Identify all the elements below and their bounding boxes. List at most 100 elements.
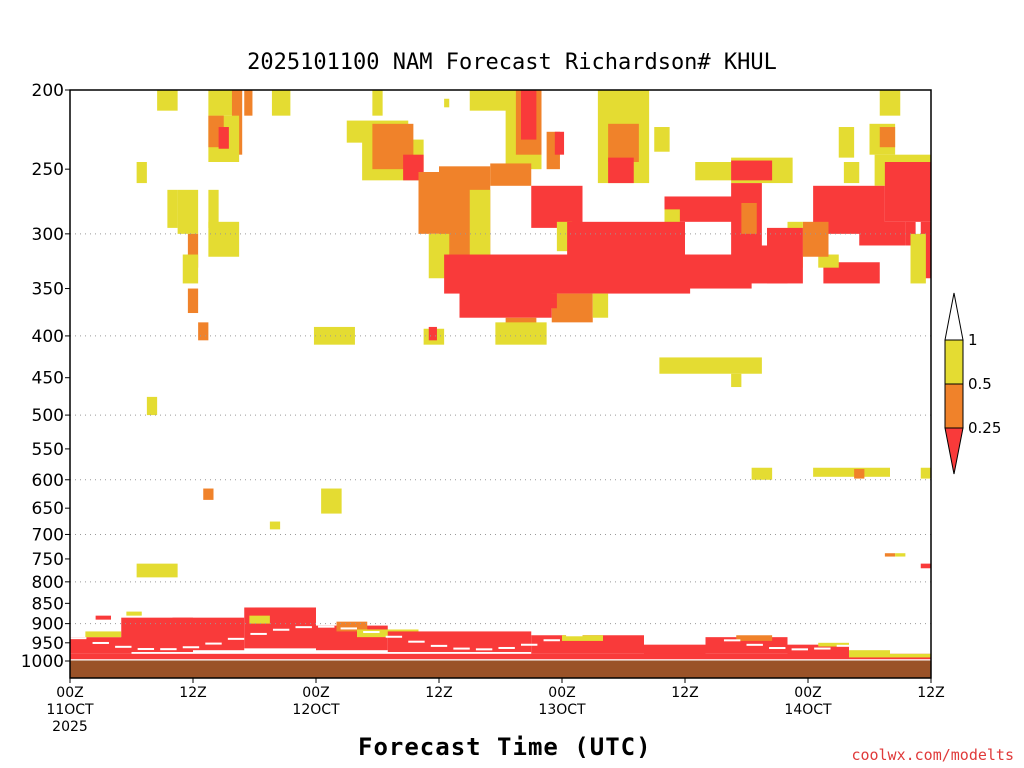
heatmap-cell [904,630,921,633]
heatmap-cell [910,233,926,284]
heatmap-cell [92,641,109,644]
heatmap-cell [791,648,808,651]
heatmap-cell [318,625,335,628]
heatmap-cell [859,221,906,246]
y-tick-label: 950 [32,634,64,654]
heatmap-cell [895,553,906,557]
heatmap-cell [363,631,380,634]
heatmap-cell [418,171,450,234]
heatmap-cell [521,643,538,646]
heatmap-cell [469,189,491,257]
heatmap-cell [695,161,732,181]
heatmap-cell [920,467,931,479]
heatmap-cell [269,521,281,530]
heatmap-cell [551,293,593,323]
heatmap-cell [678,629,696,632]
heatmap-cell [70,653,931,660]
heatmap-cell [387,631,532,653]
y-tick-label: 700 [32,525,64,545]
heatmap-cell [157,90,178,111]
heatmap-cell [187,288,199,314]
legend-label: 0.5 [968,375,992,393]
heatmap-cell [70,637,87,640]
y-tick-label: 900 [32,615,64,635]
legend-label: 1 [968,331,978,349]
heatmap-cell [531,185,583,228]
heatmap-cell [160,648,177,651]
heatmap-cell [321,488,342,514]
site-credit: coolwx.com/modelts [851,746,1014,764]
heatmap-cell [879,90,901,116]
heatmap-cell [890,653,931,658]
y-tick-label: 550 [32,440,64,460]
y-tick-label: 750 [32,550,64,570]
heatmap-cell [187,233,199,268]
plot-frame [69,89,932,679]
heatmap-cell [854,468,865,479]
heatmap-cell [254,607,296,616]
heatmap-cell [813,467,890,477]
heatmap-cell [787,644,849,658]
heatmap-cell [408,640,425,643]
heatmap-cell [543,639,560,642]
x-tick-label: 00Z [302,685,329,701]
heatmap-cell [469,90,516,111]
heatmap-cell [444,254,691,294]
heatmap-cell [271,90,291,116]
heatmap-cell [205,642,222,645]
heatmap-cell [430,644,448,647]
heatmap-cell [802,221,829,257]
heatmap-cell [562,635,603,641]
x-tick-label: 2025 [52,719,88,735]
heatmap-cell [659,357,762,374]
heatmap-cell [818,254,839,268]
heatmap-cell [177,189,199,234]
legend-label: 0.25 [968,419,1001,437]
y-tick-label: 200 [32,81,64,101]
x-tick-label: 12Z [425,685,452,701]
heatmap-cell [249,615,270,624]
heatmap-cell [656,626,673,629]
legend-swatch [944,292,964,341]
heatmap-cell [428,326,437,341]
y-tick-label: 250 [32,160,64,180]
heatmap-cell [182,646,200,649]
heatmap-cell [843,161,860,184]
heatmap-cell [731,160,773,181]
heatmap-cell [453,647,470,650]
heatmap-cell [881,635,899,638]
heatmap-cell [920,563,931,569]
y-tick-label: 650 [32,499,64,519]
heatmap-cell [838,127,855,158]
legend-swatch [944,339,964,385]
heatmap-cell [608,157,634,184]
heatmap-cell [859,640,876,643]
heatmap-cell [633,625,651,628]
heatmap-cell [926,627,944,630]
heatmap-cell [495,322,547,345]
heatmap-cell [182,254,199,284]
heatmap-cell [498,646,515,649]
x-tick-label: 12Z [179,685,206,701]
heatmap-cell [701,634,718,637]
heatmap-cell [459,288,552,318]
heatmap-cell [475,648,493,651]
chart-title: 2025101100 NAM Forecast Richardson# KHUL [247,50,777,75]
heatmap-cell [731,373,742,388]
heatmap-cell [250,632,267,635]
heatmap-cell [836,644,854,647]
heatmap-cell [146,396,158,416]
y-tick-label: 500 [32,406,64,426]
heatmap-cell [340,627,357,630]
heatmap-cell [644,644,706,656]
legend-swatch [944,383,964,429]
heatmap-cell [372,90,383,116]
heatmap-cell [592,293,609,318]
heatmap-cell [685,254,752,289]
y-tick-label: 300 [32,225,64,245]
heatmap-cell [336,621,368,632]
heatmap-cell [814,647,831,650]
plot-area [70,90,931,678]
y-tick-label: 400 [32,327,64,347]
heatmap-cell [272,628,290,631]
